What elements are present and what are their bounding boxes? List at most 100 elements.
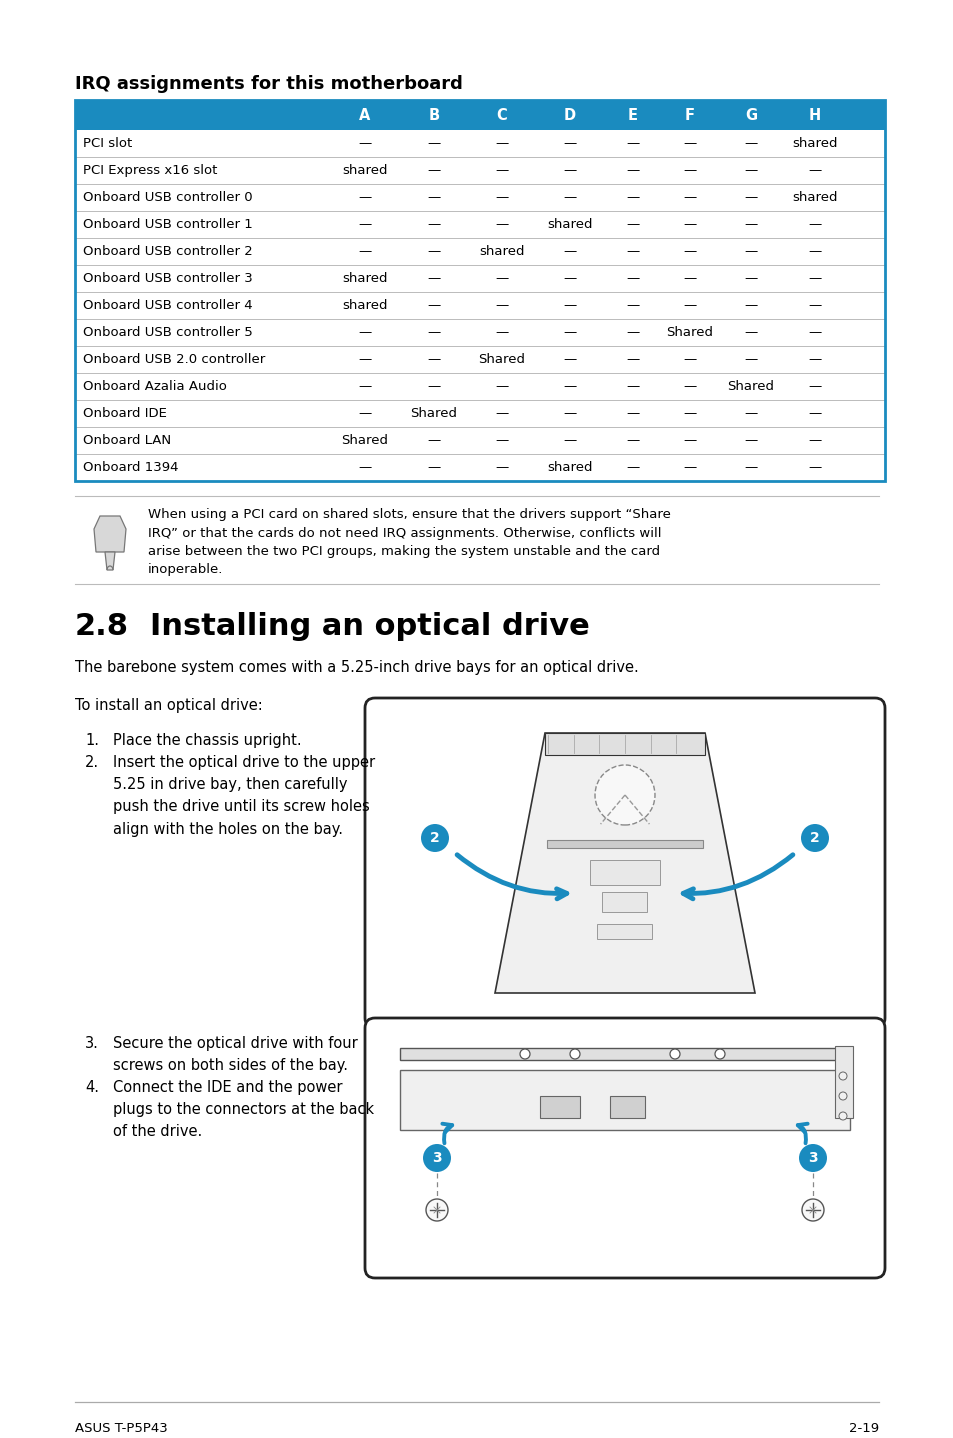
Text: shared: shared: [791, 137, 837, 150]
Text: H: H: [808, 108, 821, 122]
Bar: [75, 184, 884, 211]
Text: shared: shared: [547, 462, 592, 475]
Text: —: —: [682, 137, 696, 150]
Text: —: —: [807, 380, 821, 393]
Text: PCI slot: PCI slot: [83, 137, 132, 150]
Text: Onboard USB controller 1: Onboard USB controller 1: [83, 219, 253, 232]
Text: Onboard USB controller 2: Onboard USB controller 2: [83, 244, 253, 257]
Text: Onboard USB controller 0: Onboard USB controller 0: [83, 191, 253, 204]
Circle shape: [426, 1199, 448, 1221]
Text: —: —: [427, 191, 440, 204]
Text: —: —: [626, 299, 639, 312]
Bar: [75, 101, 884, 480]
Text: —: —: [563, 299, 576, 312]
Text: —: —: [682, 191, 696, 204]
Text: —: —: [495, 380, 508, 393]
Text: —: —: [682, 380, 696, 393]
Text: Onboard 1394: Onboard 1394: [83, 462, 178, 475]
Text: —: —: [743, 137, 757, 150]
Text: —: —: [495, 326, 508, 339]
Text: —: —: [427, 244, 440, 257]
Text: —: —: [807, 299, 821, 312]
Bar: [834, 1045, 852, 1117]
Text: —: —: [626, 244, 639, 257]
Bar: [75, 400, 884, 427]
Text: —: —: [427, 434, 440, 447]
Bar: [544, 733, 704, 755]
Text: —: —: [427, 219, 440, 232]
Text: —: —: [682, 244, 696, 257]
Bar: [602, 892, 647, 912]
Bar: [75, 239, 884, 265]
Circle shape: [595, 765, 655, 825]
Text: —: —: [358, 407, 372, 420]
Text: —: —: [495, 407, 508, 420]
Text: —: —: [563, 191, 576, 204]
Text: shared: shared: [342, 272, 387, 285]
Bar: [75, 319, 884, 347]
Text: Shared: Shared: [341, 434, 388, 447]
FancyBboxPatch shape: [365, 697, 884, 1028]
Text: shared: shared: [342, 164, 387, 177]
Text: —: —: [563, 434, 576, 447]
Text: Onboard USB controller 4: Onboard USB controller 4: [83, 299, 253, 312]
Text: Onboard Azalia Audio: Onboard Azalia Audio: [83, 380, 227, 393]
Text: —: —: [358, 326, 372, 339]
Circle shape: [801, 1199, 823, 1221]
Text: IRQ assignments for this motherboard: IRQ assignments for this motherboard: [75, 75, 462, 93]
Text: —: —: [495, 434, 508, 447]
Bar: [75, 372, 884, 400]
Text: Shared: Shared: [665, 326, 712, 339]
Bar: [597, 925, 652, 939]
Polygon shape: [94, 516, 126, 552]
Text: —: —: [495, 191, 508, 204]
Text: —: —: [682, 299, 696, 312]
Text: Onboard USB 2.0 controller: Onboard USB 2.0 controller: [83, 352, 265, 367]
Text: 1.: 1.: [85, 733, 99, 748]
Text: —: —: [743, 462, 757, 475]
Circle shape: [838, 1071, 846, 1080]
Text: —: —: [626, 272, 639, 285]
Text: Shared: Shared: [478, 352, 525, 367]
Text: C: C: [497, 108, 507, 122]
Text: G: G: [744, 108, 757, 122]
Text: —: —: [807, 434, 821, 447]
Text: Onboard IDE: Onboard IDE: [83, 407, 167, 420]
Text: When using a PCI card on shared slots, ensure that the drivers support “Share
IR: When using a PCI card on shared slots, e…: [148, 508, 670, 577]
Text: —: —: [682, 352, 696, 367]
Text: D: D: [563, 108, 576, 122]
Text: 2.: 2.: [85, 755, 99, 769]
Bar: [546, 840, 702, 848]
Bar: [75, 292, 884, 319]
Text: —: —: [358, 219, 372, 232]
Text: —: —: [563, 380, 576, 393]
Text: —: —: [743, 164, 757, 177]
Text: —: —: [358, 352, 372, 367]
Text: —: —: [626, 326, 639, 339]
Bar: [399, 1048, 849, 1060]
Text: —: —: [495, 299, 508, 312]
Bar: [609, 1096, 644, 1117]
Text: A: A: [359, 108, 371, 122]
Circle shape: [422, 1145, 451, 1172]
Circle shape: [799, 1145, 826, 1172]
Text: Shared: Shared: [727, 380, 774, 393]
Text: shared: shared: [342, 299, 387, 312]
Text: —: —: [358, 191, 372, 204]
Text: —: —: [427, 326, 440, 339]
Text: —: —: [682, 219, 696, 232]
Circle shape: [801, 824, 828, 851]
Text: —: —: [807, 462, 821, 475]
Polygon shape: [495, 733, 754, 994]
Text: —: —: [807, 326, 821, 339]
Text: Onboard LAN: Onboard LAN: [83, 434, 171, 447]
Text: —: —: [358, 137, 372, 150]
Text: —: —: [626, 407, 639, 420]
Text: —: —: [427, 272, 440, 285]
Text: —: —: [626, 191, 639, 204]
Text: ASUS T-P5P43: ASUS T-P5P43: [75, 1422, 168, 1435]
Text: E: E: [627, 108, 638, 122]
Text: —: —: [626, 164, 639, 177]
Text: The barebone system comes with a 5.25-inch drive bays for an optical drive.: The barebone system comes with a 5.25-in…: [75, 660, 639, 674]
Text: —: —: [563, 137, 576, 150]
